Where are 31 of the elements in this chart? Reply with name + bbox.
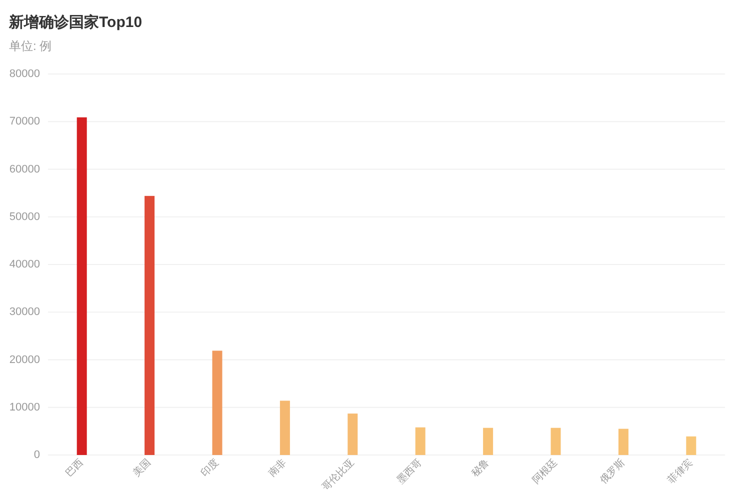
y-tick-label: 80000 xyxy=(9,68,40,80)
x-tick-label: 秘鲁 xyxy=(469,456,492,480)
y-tick-label: 70000 xyxy=(9,116,40,128)
bar xyxy=(280,400,290,455)
y-tick-label: 10000 xyxy=(9,401,40,414)
bar xyxy=(483,428,494,455)
bar xyxy=(144,196,155,455)
chart-title: 新增确诊国家Top10 xyxy=(8,13,142,31)
x-tick-label: 阿根廷 xyxy=(530,456,560,486)
x-tick-label: 美国 xyxy=(130,456,154,480)
x-tick-label: 墨西哥 xyxy=(395,457,424,486)
bar xyxy=(212,350,222,455)
bar xyxy=(76,117,87,455)
y-tick-label: 40000 xyxy=(9,258,40,270)
bar xyxy=(348,414,358,455)
bar xyxy=(415,427,426,455)
bar xyxy=(550,428,561,455)
x-tick-label: 巴西 xyxy=(64,457,86,480)
y-tick-label: 20000 xyxy=(9,354,40,366)
y-tick-label: 50000 xyxy=(9,210,40,223)
y-tick-label: 0 xyxy=(34,449,40,461)
y-tick-label: 60000 xyxy=(9,163,40,176)
x-tick-label: 印度 xyxy=(198,456,222,480)
x-tick-label: 菲律宾 xyxy=(665,456,696,486)
y-tick-label: 30000 xyxy=(9,306,40,318)
chart-subtitle: 单位: 例 xyxy=(9,39,52,53)
bar xyxy=(686,436,696,455)
x-tick-label: 俄罗斯 xyxy=(598,456,628,486)
bar xyxy=(618,428,628,455)
x-tick-label: 哥伦比亚 xyxy=(320,456,357,494)
x-tick-label: 南非 xyxy=(266,456,289,480)
